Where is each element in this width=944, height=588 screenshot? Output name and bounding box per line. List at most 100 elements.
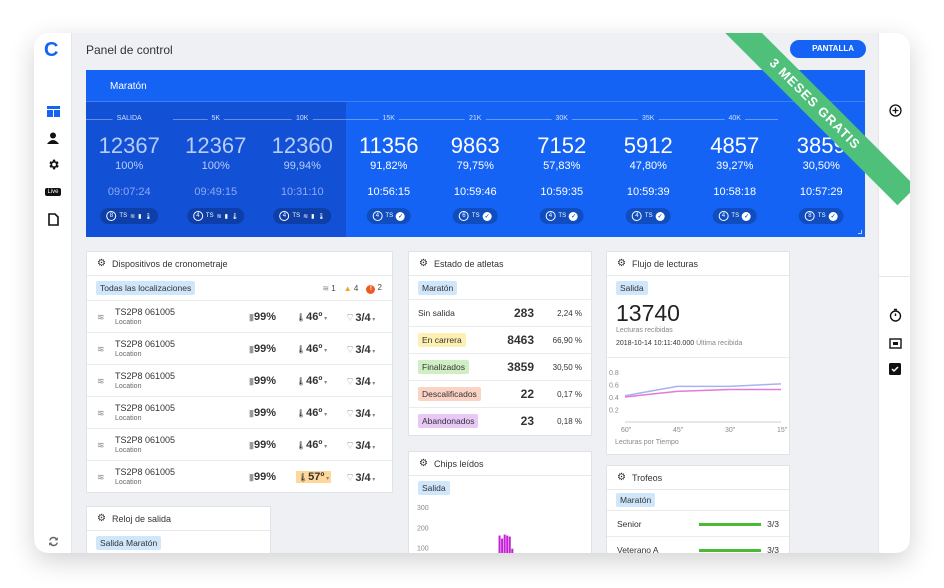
device-temperature[interactable]: 🌡46º ▾ xyxy=(296,311,327,323)
antenna-icon: ⌔ xyxy=(345,408,356,420)
device-name: TS2P8 061005 xyxy=(115,467,176,477)
device-count-badge: 6 xyxy=(458,211,469,221)
device-row[interactable]: ≋ TS2P8 061005 Location ▮99% 🌡57º ▾ ⌔3/4 ▾ xyxy=(87,460,392,492)
screen-icon[interactable] xyxy=(887,335,903,351)
device-chip[interactable]: 4 TS ✓ xyxy=(625,208,671,224)
gear-icon[interactable]: ⚙ xyxy=(97,513,106,524)
gear-icon[interactable] xyxy=(45,156,61,172)
device-chip[interactable]: 4 TS ✓ xyxy=(712,208,758,224)
flow-tag[interactable]: Salida xyxy=(616,281,648,295)
device-signal[interactable]: ⌔3/4 ▾ xyxy=(345,343,375,357)
gear-icon[interactable]: ⚙ xyxy=(419,258,428,269)
y-tick-label: 0.8 xyxy=(609,370,619,377)
gear-icon[interactable]: ⚙ xyxy=(419,458,428,469)
checkpoint-column[interactable]: SALIDA 12367 100% 09:07:24 8 TS ≋ ▮ 🌡 xyxy=(86,102,173,237)
signal-value: 3/4 xyxy=(355,344,371,356)
plus-circle-icon[interactable] xyxy=(887,102,903,118)
battery-icon: ▮ xyxy=(224,213,228,220)
device-count-badge: 8 xyxy=(804,211,815,221)
device-signal[interactable]: ⌔3/4 ▾ xyxy=(345,407,375,421)
chips-tag[interactable]: Salida xyxy=(418,481,450,495)
athlete-status-row[interactable]: Finalizados 3859 30,50 % xyxy=(409,353,591,380)
device-count-badge: 4 xyxy=(192,211,203,221)
device-chip[interactable]: 4 TS ✓ xyxy=(539,208,585,224)
ts-label: TS xyxy=(817,213,826,219)
device-row[interactable]: ≋ TS2P8 061005 Location ▮99% 🌡46º ▾ ⌔3/4 ▾ xyxy=(87,428,392,460)
device-temperature[interactable]: 🌡46º ▾ xyxy=(296,439,327,451)
athlete-status-row[interactable]: Sin salida 283 2,24 % xyxy=(409,299,591,326)
device-row[interactable]: ≋ TS2P8 061005 Location ▮99% 🌡46º ▾ ⌔3/4 ▾ xyxy=(87,364,392,396)
athlete-status-row[interactable]: Abandonados 23 0,18 % xyxy=(409,407,591,434)
trophies-tag[interactable]: Maratón xyxy=(616,493,656,507)
stopwatch-icon[interactable] xyxy=(887,307,903,323)
device-temperature[interactable]: 🌡46º ▾ xyxy=(296,375,327,387)
battery-value: 99% xyxy=(253,375,276,387)
app-logo[interactable]: C xyxy=(44,39,59,61)
status-percent: 66,90 % xyxy=(552,336,582,345)
battery-icon: ▮ xyxy=(249,312,254,322)
readings-count: 13740 xyxy=(616,300,680,326)
athletes-race-tag[interactable]: Maratón xyxy=(418,281,458,295)
live-icon[interactable]: Live xyxy=(43,184,63,200)
location-filter[interactable]: Todas las localizaciones xyxy=(96,281,196,295)
y-tick-label: 200 xyxy=(417,525,429,532)
device-row[interactable]: ≋ TS2P8 061005 Location ▮99% 🌡46º ▾ ⌔3/4 ▾ xyxy=(87,300,392,332)
athlete-status-row[interactable]: En carrera 8463 66,90 % xyxy=(409,326,591,353)
resize-handle[interactable] xyxy=(858,230,862,234)
wifi-icon: ≋ xyxy=(322,284,330,293)
device-temperature[interactable]: 🌡46º ▾ xyxy=(296,343,327,355)
checkpoint-column[interactable]: 40K 4857 39,27% 10:58:18 4 TS ✓ xyxy=(691,102,778,237)
gear-icon[interactable]: ⚙ xyxy=(617,258,626,269)
alert-error[interactable]: ! 2 xyxy=(366,283,382,294)
checkpoint-column[interactable]: 5K 12367 100% 09:49:15 4 TS ≋ ▮ 🌡 xyxy=(172,102,259,237)
start-clock-tag[interactable]: Salida Maratón xyxy=(96,536,162,550)
trophy-row[interactable]: Veterano A 3/3 xyxy=(607,536,789,553)
checkpoint-label: 21K xyxy=(465,115,486,122)
gear-icon[interactable]: ⚙ xyxy=(97,258,106,269)
device-chip[interactable]: 4 TS ≋ ▮ 🌡 xyxy=(273,208,332,224)
athlete-status-row[interactable]: Descalificados 22 0,17 % xyxy=(409,380,591,407)
device-chip[interactable]: 4 TS ✓ xyxy=(366,208,412,224)
device-chip[interactable]: 4 TS ≋ ▮ 🌡 xyxy=(186,208,245,224)
document-icon[interactable] xyxy=(45,211,61,227)
refresh-icon[interactable] xyxy=(45,533,61,549)
checkpoint-line xyxy=(86,119,118,120)
fullscreen-button[interactable]: PANTALLA xyxy=(790,40,866,58)
device-chip[interactable]: 8 TS ≋ ▮ 🌡 xyxy=(100,208,159,224)
device-signal[interactable]: ⌔3/4 ▾ xyxy=(345,439,375,453)
ts-label: TS xyxy=(292,213,301,219)
checkpoint-column[interactable]: 35K 5912 47,80% 10:59:39 4 TS ✓ xyxy=(605,102,692,237)
check-icon: ✓ xyxy=(742,211,752,221)
thermometer-icon: 🌡 xyxy=(317,213,326,220)
trophy-count: 3/3 xyxy=(767,519,779,529)
alert-wifi[interactable]: ≋ 1 xyxy=(322,284,335,293)
signal-value: 3/4 xyxy=(355,472,371,484)
dashboard-icon[interactable] xyxy=(45,103,61,119)
alert-warning[interactable]: ▲ 4 xyxy=(344,284,359,293)
user-icon[interactable] xyxy=(45,130,61,146)
trophy-icon[interactable]: ⚙ xyxy=(617,472,626,483)
device-chip[interactable]: 8 TS ✓ xyxy=(798,208,844,224)
device-row[interactable]: ≋ TS2P8 061005 Location ▮99% 🌡46º ▾ ⌔3/4 ▾ xyxy=(87,332,392,364)
device-temperature[interactable]: 🌡57º ▾ xyxy=(296,471,332,483)
device-signal[interactable]: ⌔3/4 ▾ xyxy=(345,471,375,485)
device-location: Location xyxy=(115,415,142,422)
device-signal[interactable]: ⌔3/4 ▾ xyxy=(345,375,375,389)
checkpoint-time: 10:58:18 xyxy=(713,186,757,198)
thermometer-icon: 🌡 xyxy=(298,473,309,482)
trophy-row[interactable]: Senior 3/3 xyxy=(607,510,789,536)
checkpoint-column[interactable]: 21K 9863 79,75% 10:59:46 6 TS ✓ xyxy=(432,102,519,237)
trophy-category: Veterano A xyxy=(617,545,659,553)
checkpoint-column[interactable]: 15K 11356 91,82% 10:56:15 4 TS ✓ xyxy=(345,102,432,237)
chevron-down-icon: ▾ xyxy=(322,412,328,418)
device-chip[interactable]: 6 TS ✓ xyxy=(452,208,498,224)
checkpoint-column[interactable]: 30K 7152 57,83% 10:59:35 4 TS ✓ xyxy=(518,102,605,237)
checkpoint-time: 09:49:15 xyxy=(194,186,238,198)
checkpoint-percent: 100% xyxy=(201,160,230,172)
device-signal[interactable]: ⌔3/4 ▾ xyxy=(345,311,375,325)
device-temperature[interactable]: 🌡46º ▾ xyxy=(296,407,327,419)
device-row[interactable]: ≋ TS2P8 061005 Location ▮99% 🌡46º ▾ ⌔3/4 ▾ xyxy=(87,396,392,428)
status-count: 283 xyxy=(513,306,534,320)
checkpoint-column[interactable]: 10K 12360 99,94% 10:31:10 4 TS ≋ ▮ 🌡 xyxy=(259,102,346,237)
checkbox-icon[interactable] xyxy=(887,361,903,377)
